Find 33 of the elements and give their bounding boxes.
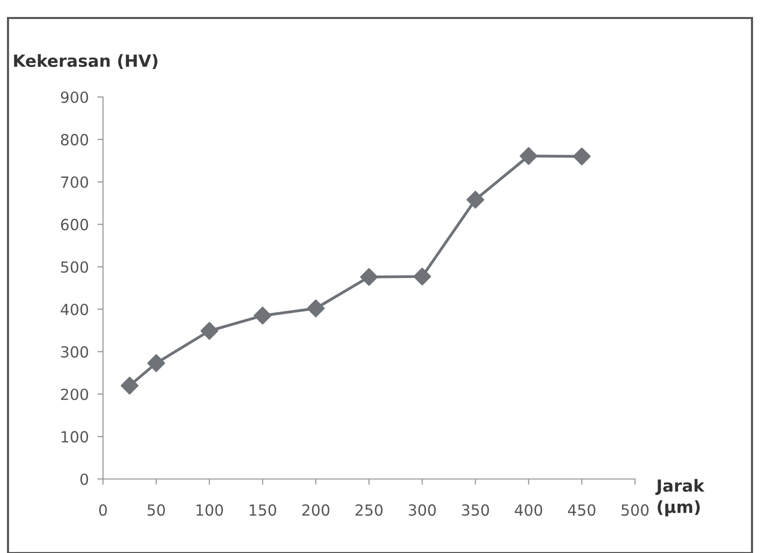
x-axis-title: Jarak (µm) (655, 479, 705, 516)
x-tick-label: 150 (250, 504, 276, 516)
y-tick-label: 700 (61, 176, 88, 188)
y-axis-title: Kekerasan (HV) (14, 54, 158, 69)
x-tick-label: 350 (462, 504, 489, 516)
y-tick-label: 300 (61, 346, 88, 358)
point (466, 190, 484, 209)
y-tick-label: 600 (61, 218, 88, 230)
point (147, 354, 166, 372)
y-tick-label: 100 (62, 431, 88, 443)
y-tick-label: 400 (60, 304, 88, 316)
point (254, 306, 272, 324)
point (200, 322, 218, 340)
x-tick-label: 250 (356, 504, 383, 516)
x-tick-label: 50 (148, 504, 165, 516)
point (520, 147, 538, 165)
x-tick-label: 100 (196, 504, 223, 516)
point (360, 268, 378, 286)
y-tick-label: 800 (60, 134, 88, 146)
x-tick-label: 400 (514, 504, 542, 516)
x-tick-label: 200 (302, 504, 330, 516)
point (572, 148, 591, 166)
y-tick-label: 200 (61, 388, 88, 400)
x-tick-label: 500 (622, 504, 649, 516)
y-tick-label: 500 (61, 261, 88, 273)
x-tick-label: 450 (568, 504, 596, 516)
x-tick-label: 300 (408, 504, 436, 516)
point (413, 268, 432, 286)
x-tick-label: 0 (99, 504, 107, 516)
point (120, 376, 139, 395)
y-tick-label: 0 (80, 473, 88, 486)
point (306, 299, 325, 318)
y-tick-label: 900 (60, 91, 88, 104)
